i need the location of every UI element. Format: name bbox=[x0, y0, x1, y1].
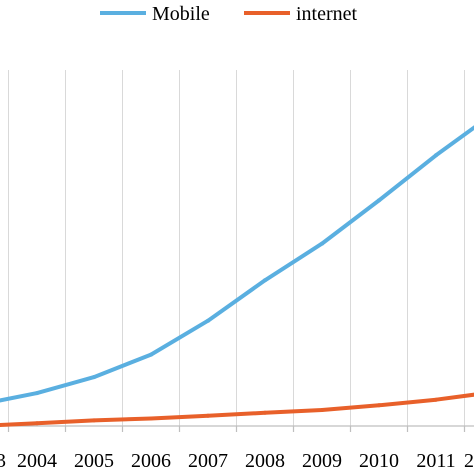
data-point-internet bbox=[92, 418, 96, 423]
data-point-mobile bbox=[434, 153, 438, 158]
grid-lines bbox=[8, 70, 465, 426]
x-tick-label: 2008 bbox=[245, 450, 285, 472]
data-point-internet bbox=[434, 397, 438, 402]
data-point-mobile bbox=[92, 375, 96, 380]
data-point-mobile bbox=[206, 318, 210, 323]
x-tick-labels: 3 2004 2005 2006 2007 2008 2009 2010 2011 2 bbox=[0, 450, 474, 472]
x-tick-label: 2011 bbox=[416, 450, 455, 472]
data-point-mobile bbox=[149, 352, 153, 357]
data-point-mobile bbox=[320, 241, 324, 246]
legend-label-mobile: Mobile bbox=[152, 3, 210, 25]
chart-legend: Mobile internet bbox=[100, 3, 358, 25]
x-tick-label: 3 bbox=[0, 450, 6, 472]
x-tick-label: 2005 bbox=[74, 450, 114, 472]
data-point-internet bbox=[320, 408, 324, 412]
series-line-internet bbox=[0, 392, 474, 428]
x-tick-label: 2006 bbox=[131, 450, 171, 472]
data-point-mobile bbox=[35, 391, 39, 396]
x-tick-label: 2 bbox=[464, 450, 474, 472]
x-tick-label: 2010 bbox=[359, 450, 399, 472]
x-axis bbox=[0, 425, 474, 432]
series-line-mobile bbox=[0, 125, 474, 403]
data-point-internet bbox=[263, 410, 267, 415]
data-point-internet bbox=[377, 403, 381, 408]
legend-label-internet: internet bbox=[296, 3, 358, 25]
data-point-mobile bbox=[263, 278, 267, 283]
data-point-mobile bbox=[377, 198, 381, 203]
x-tick-label: 2004 bbox=[17, 450, 57, 472]
series-group bbox=[0, 125, 474, 428]
data-point-internet bbox=[206, 413, 210, 418]
data-point-internet bbox=[35, 421, 39, 426]
data-point-internet bbox=[149, 416, 153, 421]
x-tick-label: 2007 bbox=[188, 450, 228, 472]
x-tick-label: 2009 bbox=[302, 450, 342, 472]
